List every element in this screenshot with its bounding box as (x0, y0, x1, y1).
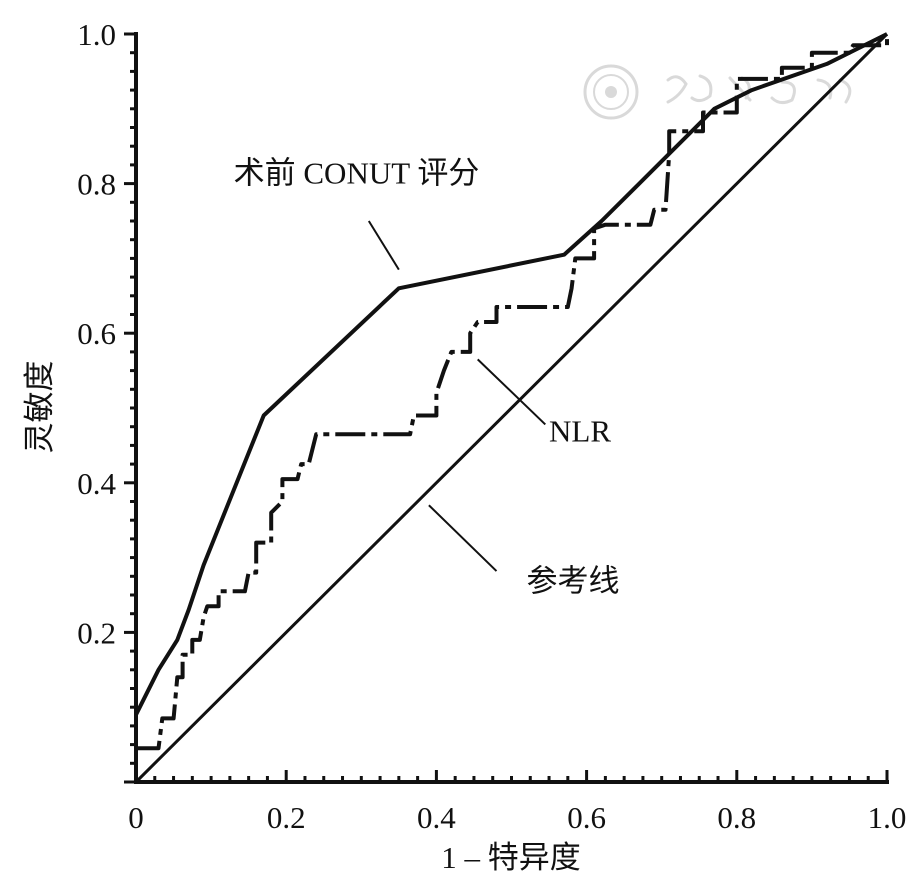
series-line-1 (136, 34, 889, 751)
annotation-pointer (428, 504, 498, 572)
annotation-pointer (367, 220, 400, 271)
x-tick-label: 0.4 (417, 800, 456, 835)
x-axis-title: 1 – 特异度 (441, 840, 581, 875)
annotation-label: 术前 CONUT 评分 (234, 156, 480, 191)
annotation-pointer (477, 358, 546, 426)
x-tick-label: 1.0 (868, 800, 907, 835)
series-line-0 (134, 32, 888, 716)
series-layer (134, 32, 889, 784)
y-tick-label: 0.6 (77, 316, 116, 351)
annotation-label: 参考线 (527, 563, 620, 598)
y-tick-label: 0.2 (77, 615, 116, 650)
y-tick-label: 0.8 (77, 167, 116, 202)
y-tick-label: 0.4 (77, 466, 116, 501)
y-tick-label: 1.0 (77, 17, 116, 52)
watermark-logo (583, 64, 852, 120)
x-tick-label: 0.8 (717, 800, 756, 835)
x-tick-label: 0 (128, 800, 144, 835)
annotations: 术前 CONUT 评分 NLR 参考线 (234, 156, 620, 599)
x-tick-label: 0.2 (267, 800, 306, 835)
annotation-label: NLR (549, 414, 611, 449)
series-line-2 (134, 32, 889, 784)
axes: 0 0.2 0.4 0.6 0.8 1.0 0.2 0.4 0.6 0.8 1.0 (77, 17, 906, 835)
x-tick-label: 0.6 (567, 800, 606, 835)
y-axis-title: 灵敏度 (22, 361, 57, 454)
